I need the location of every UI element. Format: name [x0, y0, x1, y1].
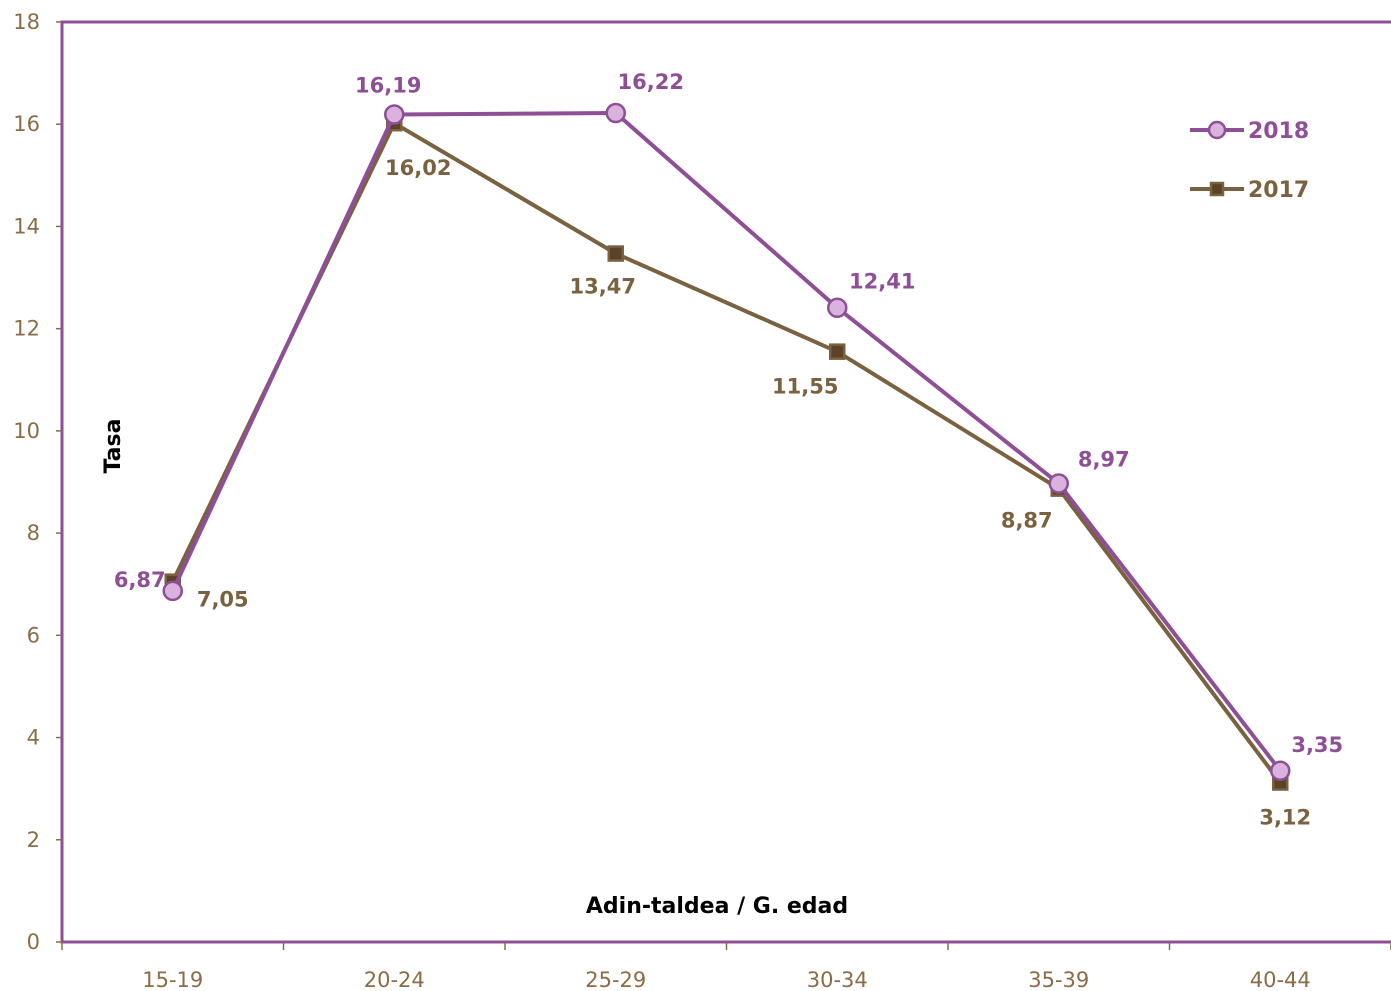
plot-frame — [60, 20, 1391, 944]
x-tick-label: 35-39 — [1028, 968, 1089, 991]
data-point-2018 — [827, 297, 848, 318]
data-label-2018: 16,19 — [355, 74, 421, 98]
y-tick-label: 6 — [27, 623, 40, 647]
data-label-2017: 8,87 — [1001, 509, 1053, 533]
series — [162, 102, 1291, 791]
y-tick-label: 8 — [27, 521, 40, 545]
y-axis-ticks: 0 2 4 6 8 10 12 14 16 18 — [13, 10, 62, 954]
x-tick-label: 25-29 — [585, 968, 646, 991]
data-point-2017 — [607, 245, 624, 262]
legend-label-2018: 2018 — [1248, 119, 1309, 144]
y-tick-label: 14 — [13, 214, 40, 238]
x-tick-label: 20-24 — [364, 968, 425, 991]
data-point-2018 — [384, 104, 405, 125]
data-label-2017: 3,12 — [1259, 806, 1311, 830]
legend-marker-2017 — [1209, 181, 1225, 197]
x-tick-label: 40-44 — [1250, 968, 1311, 991]
y-tick-label: 10 — [13, 419, 40, 443]
x-tick-label: 30-34 — [807, 968, 868, 991]
data-label-2017: 7,05 — [197, 588, 249, 612]
data-point-2018 — [162, 580, 183, 602]
data-label-2018: 8,97 — [1078, 448, 1130, 472]
y-tick-label: 2 — [27, 828, 40, 852]
y-tick-label: 18 — [13, 10, 40, 34]
legend-label-2017: 2017 — [1248, 178, 1309, 203]
data-point-2018 — [605, 102, 626, 124]
data-point-2017 — [829, 343, 846, 360]
data-labels: 6,87 16,19 16,22 12,41 8,97 3,35 7,05 16,02 13,4… — [114, 70, 1343, 830]
data-label-2017: 11,55 — [772, 375, 838, 399]
x-axis-ticks: 15-19 20-24 25-29 30-34 35-39 40-44 — [61, 942, 1391, 991]
data-point-2018 — [1048, 473, 1069, 494]
data-label-2018: 12,41 — [849, 270, 915, 294]
data-label-2018: 16,22 — [618, 70, 684, 94]
y-tick-label: 4 — [27, 726, 40, 750]
data-point-2018 — [1270, 760, 1291, 782]
data-label-2018: 3,35 — [1291, 733, 1343, 757]
y-tick-label: 12 — [13, 317, 40, 341]
x-tick-label: 15-19 — [142, 968, 203, 991]
data-label-2017: 13,47 — [570, 275, 636, 299]
data-label-2017: 16,02 — [385, 156, 451, 180]
series-line-2017 — [170, 121, 1282, 784]
y-axis-title: Tasa — [101, 419, 126, 474]
y-tick-label: 0 — [27, 930, 40, 954]
legend-marker-2018 — [1207, 120, 1227, 140]
y-tick-label: 16 — [13, 112, 40, 136]
series-line-2018 — [170, 110, 1282, 772]
data-label-2018: 6,87 — [114, 568, 166, 592]
x-axis-title: Adin-taldea / G. edad — [586, 894, 848, 919]
axes — [60, 20, 1391, 944]
legend: 2018 2017 — [1190, 119, 1309, 203]
